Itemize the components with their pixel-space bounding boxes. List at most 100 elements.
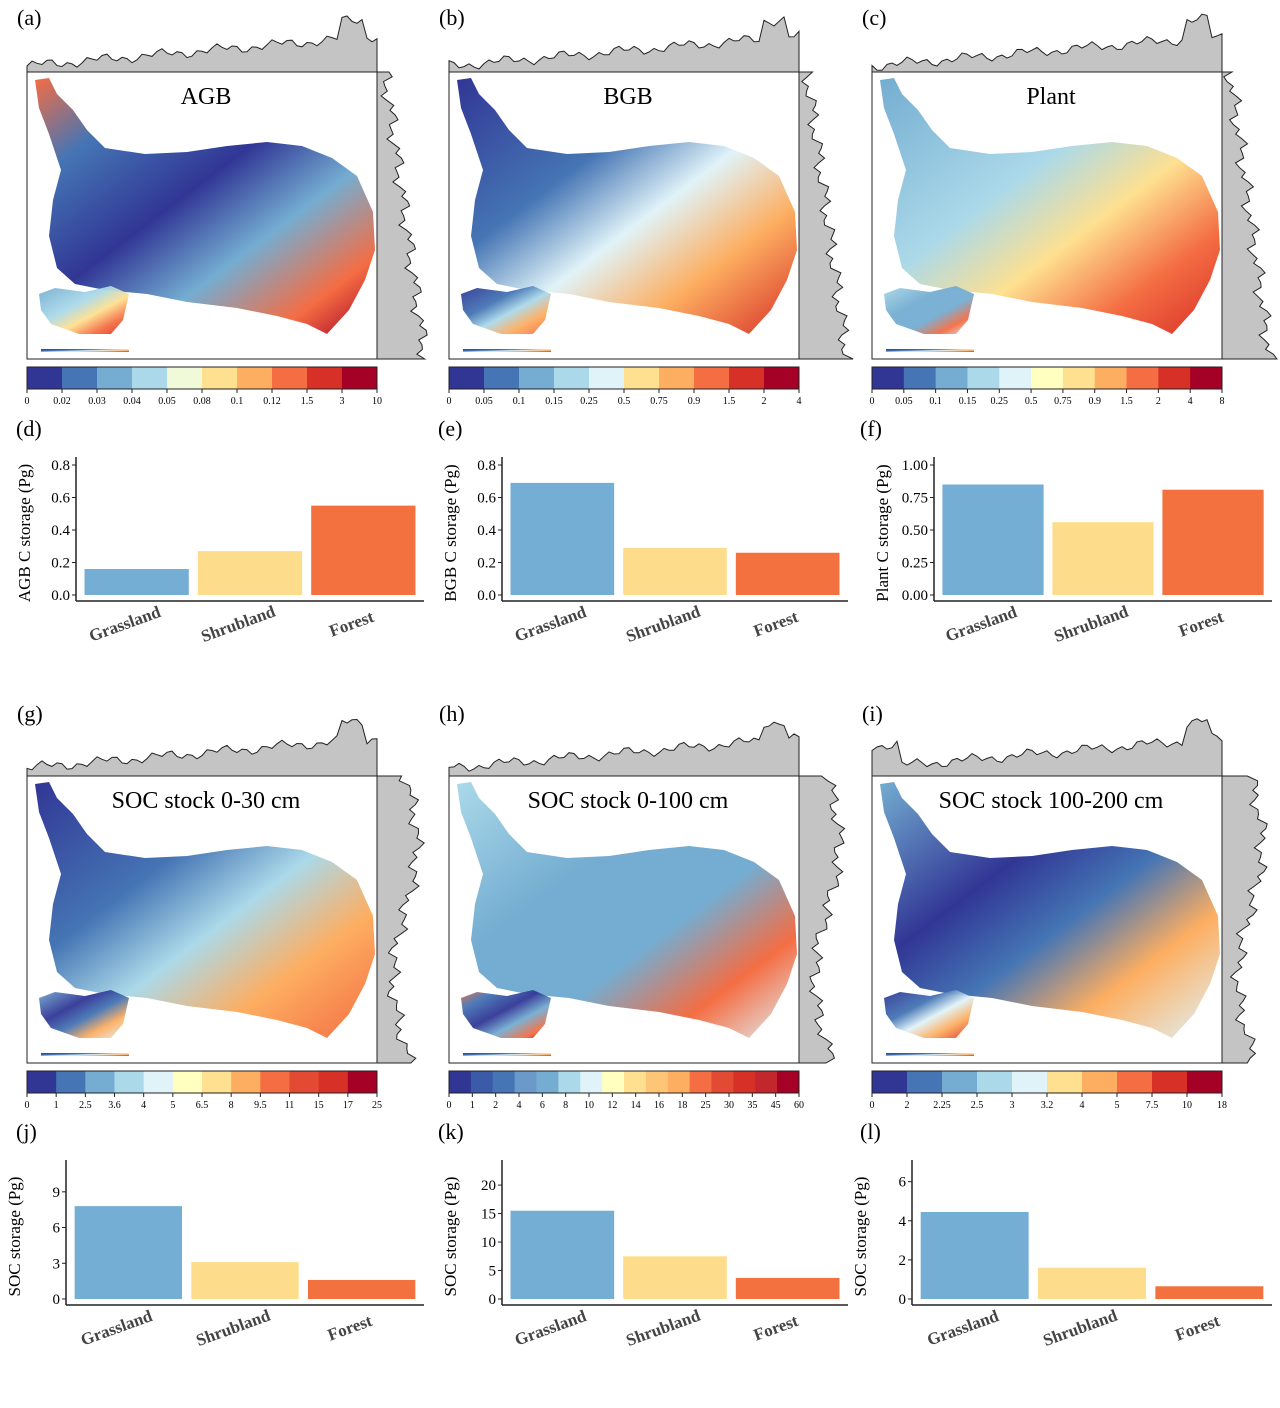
- legend-tick-label: 0.1: [513, 396, 526, 407]
- x-tick-label: Shrubland: [1040, 1305, 1120, 1350]
- right-histogram: [376, 775, 425, 1064]
- map-panel-1: AGB (a) 0 0.02 0.03 0.04 0.05 0.08 0.1 0.12 1.5 3 10: [17, 5, 428, 407]
- bar-grassland: [510, 1210, 615, 1299]
- legend-swatch: [872, 367, 905, 389]
- x-tick-label: Forest: [1176, 607, 1226, 641]
- right-histogram: [1221, 71, 1278, 360]
- legend-tick-label: 3: [340, 396, 345, 407]
- y-axis-label: SOC storage (Pg): [441, 1177, 460, 1297]
- legend-tick-label: 8: [563, 1100, 568, 1111]
- map-panels: AGB(a)0 0.02 0.03 0.04 0.05 0.08 0.1 0.12 1.5 3 10…: [17, 5, 1278, 1111]
- bar-chart-d: (d) 0.0 0.2 0.4 0.6 0.8 AGB C storage (Pg) Gras…: [15, 416, 424, 646]
- y-axis-label: SOC storage (Pg): [5, 1177, 24, 1297]
- legend-swatch: [132, 367, 168, 389]
- legend-swatch: [1082, 1071, 1118, 1093]
- right-histogram: [798, 71, 854, 360]
- bar-grassland: [84, 569, 189, 595]
- y-tick-label: 0.6: [51, 491, 70, 507]
- bar-grassland: [510, 482, 615, 595]
- bar-shrubland: [623, 1256, 727, 1299]
- map-title: BGB: [603, 84, 652, 110]
- legend-tick-label: 0.05: [158, 396, 176, 407]
- legend-tick-label: 2: [762, 396, 767, 407]
- legend-tick-label: 45: [771, 1100, 781, 1111]
- legend-tick-label: 35: [747, 1100, 757, 1111]
- legend-swatch: [260, 1071, 290, 1093]
- inset-legend-strip: [886, 349, 974, 352]
- bar-grassland: [942, 484, 1044, 595]
- legend-swatch: [272, 367, 308, 389]
- legend-swatch: [872, 1071, 908, 1093]
- legend-swatch: [484, 367, 520, 389]
- y-tick-label: 0.0: [477, 588, 496, 604]
- panel-letter: (b): [439, 5, 465, 30]
- y-tick-label: 0.4: [477, 523, 496, 539]
- map-panel-5: SOC stock 0-100 cm(h)0 1 2 4 6 8 10 12 14 16 18 25 3…: [439, 701, 846, 1111]
- legend-tick-label: 0.25: [580, 396, 598, 407]
- legend-swatch: [659, 367, 695, 389]
- top-histogram: [26, 15, 378, 73]
- legend-swatch: [777, 1071, 800, 1093]
- legend-tick-label: 10: [584, 1100, 594, 1111]
- legend-swatch: [903, 367, 937, 389]
- y-tick-label: 9: [53, 1185, 61, 1201]
- legend-swatch: [764, 367, 800, 389]
- legend-tick-label: 2: [905, 1100, 910, 1111]
- legend-swatch: [1117, 1071, 1153, 1093]
- legend-tick-label: 0: [25, 1100, 30, 1111]
- legend-tick-label: 0.5: [618, 396, 631, 407]
- y-tick-label: 1.00: [902, 458, 928, 474]
- inset-map-shape: [884, 286, 974, 334]
- legend-swatch: [602, 1071, 625, 1093]
- legend-tick-label: 3: [1010, 1100, 1015, 1111]
- panel-letter: (i): [862, 701, 883, 726]
- map-title: SOC stock 0-100 cm: [528, 788, 729, 814]
- legend-tick-label: 17: [343, 1100, 353, 1111]
- legend-swatch: [977, 1071, 1013, 1093]
- bar-chart-j: (j) 0 3 6 9 SOC storage (Pg) Grassland Shrublan…: [5, 1119, 424, 1350]
- plateau-map-shape: [880, 78, 1220, 334]
- legend-swatch: [999, 367, 1032, 389]
- legend-tick-label: 0.15: [545, 396, 563, 407]
- bar-chart-k: (k) 0 5 10 15 20 SOC storage (Pg) Grassland Shru…: [438, 1119, 848, 1350]
- legend-swatch: [689, 1071, 712, 1093]
- bar-chart-panels: (d) 0.0 0.2 0.4 0.6 0.8 AGB C storage (Pg) Gras…: [5, 416, 1272, 1350]
- top-histogram: [871, 718, 1223, 777]
- legend-tick-label: 1.5: [723, 396, 736, 407]
- legend-tick-label: 0.03: [88, 396, 106, 407]
- right-histogram: [376, 71, 428, 360]
- map-panel-3: Plant (c) 0 0.05 0.1 0.15 0.25 0.5 0.75 0.9 1.5 2 4 8: [862, 5, 1278, 407]
- panel-letter: (g): [17, 701, 43, 726]
- legend-swatch: [449, 1071, 472, 1093]
- x-tick-label: Forest: [751, 1311, 801, 1345]
- legend-swatch: [580, 1071, 603, 1093]
- legend-tick-label: 2.5: [79, 1100, 92, 1111]
- legend-tick-label: 60: [794, 1100, 804, 1111]
- legend-tick-label: 10: [1182, 1100, 1192, 1111]
- legend-tick-label: 0.1: [929, 396, 942, 407]
- y-tick-label: 10: [481, 1235, 496, 1251]
- inset-legend-strip: [463, 349, 551, 352]
- inset-legend-strip: [41, 349, 129, 352]
- legend-tick-label: 8: [229, 1100, 234, 1111]
- bar-grassland: [74, 1206, 182, 1299]
- legend-swatch: [27, 1071, 57, 1093]
- y-axis-label: Plant C storage (Pg): [873, 464, 892, 601]
- y-tick-label: 0.75: [902, 491, 928, 507]
- inset-map-shape: [461, 286, 551, 334]
- y-tick-label: 0.0: [51, 588, 70, 604]
- top-histogram: [26, 718, 378, 777]
- legend-swatch: [935, 367, 968, 389]
- legend-tick-label: 4: [141, 1100, 146, 1111]
- legend-swatch: [967, 367, 1000, 389]
- legend-tick-label: 0: [870, 1100, 875, 1111]
- right-histogram: [1221, 775, 1268, 1064]
- legend-tick-label: 3.2: [1041, 1100, 1054, 1111]
- y-tick-label: 0: [489, 1292, 497, 1308]
- bar-chart-f: (f) 0.00 0.25 0.50 0.75 1.00 Plant C storage (…: [860, 416, 1272, 646]
- legend-swatch: [318, 1071, 349, 1093]
- x-tick-label: Forest: [327, 607, 377, 641]
- legend-tick-label: 1.5: [1120, 396, 1133, 407]
- x-tick-label: Grassland: [86, 602, 163, 646]
- legend-swatch: [942, 1071, 978, 1093]
